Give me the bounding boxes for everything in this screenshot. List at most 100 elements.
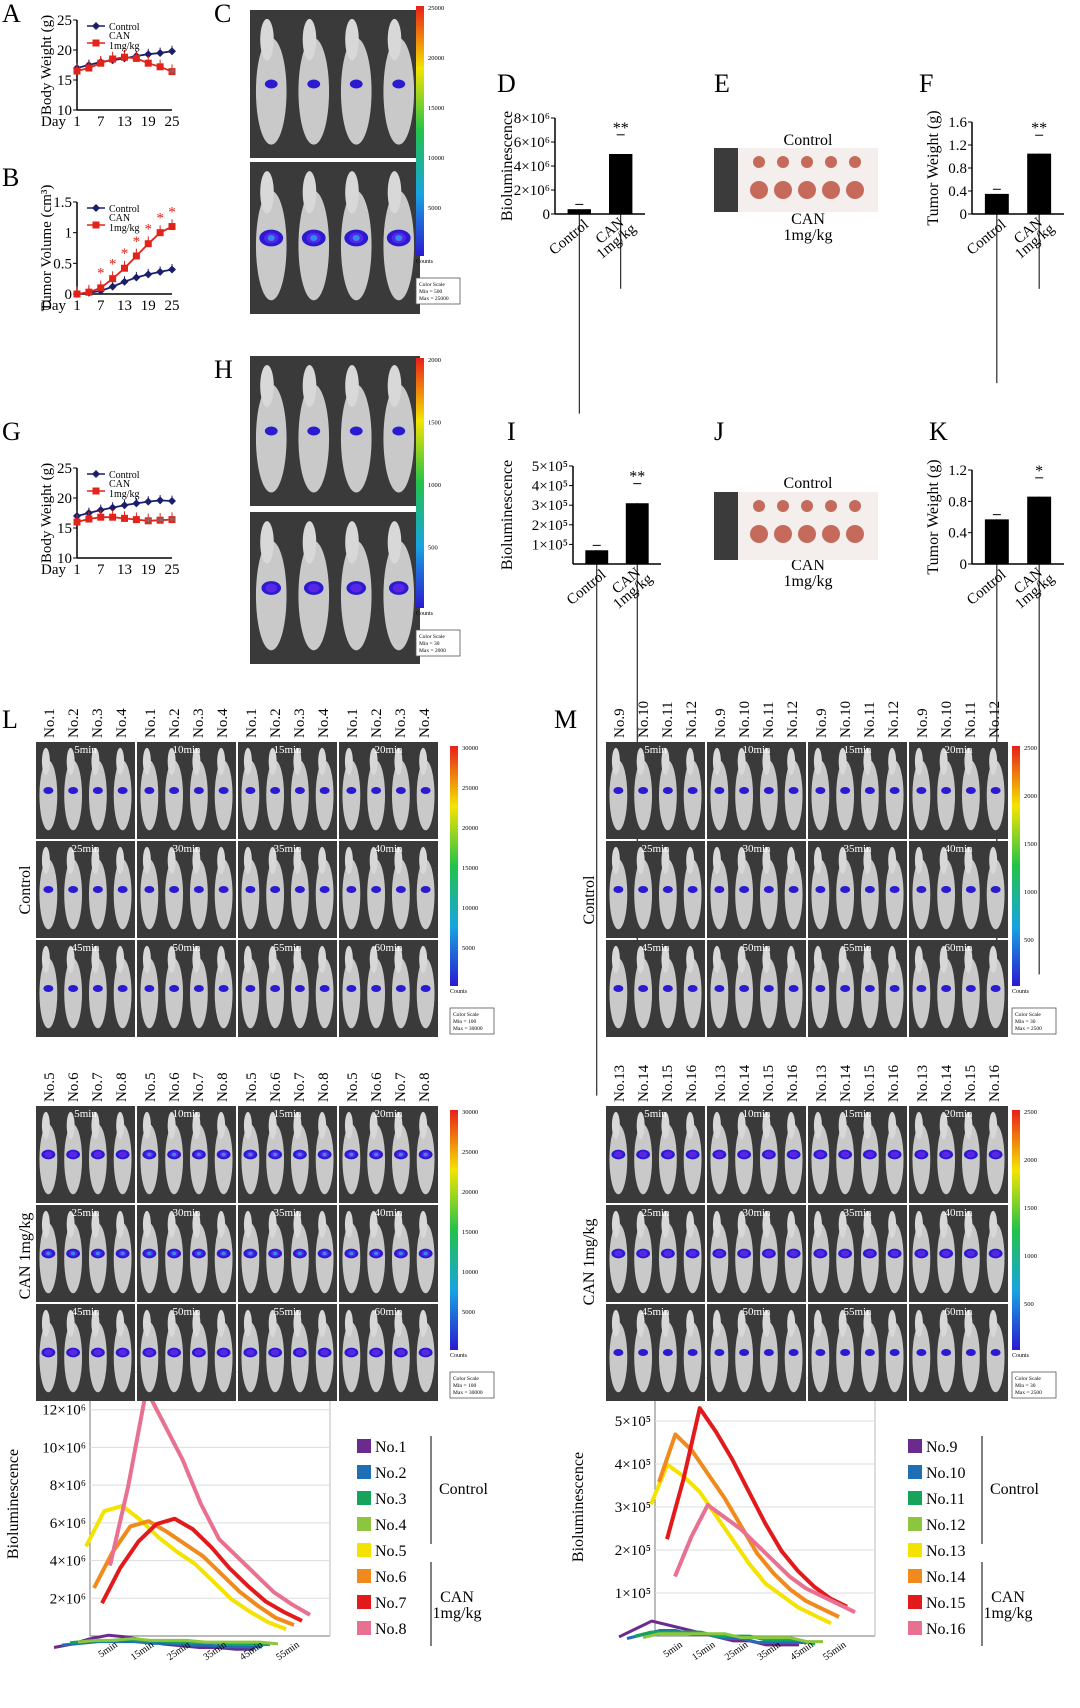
panel-label-m: M	[554, 705, 577, 734]
mouse-silhouette	[710, 859, 729, 930]
data-point	[168, 223, 176, 231]
mouse-head	[66, 1111, 75, 1139]
mouse-head	[344, 1210, 353, 1238]
color-scale-text: Max = 2500	[1015, 1026, 1042, 1032]
data-point	[144, 240, 152, 248]
mouse-silhouette	[986, 1322, 1005, 1393]
data-point	[121, 53, 128, 61]
significance-mark: *	[168, 514, 176, 530]
mouse-head	[964, 945, 973, 973]
signal-blob	[889, 787, 900, 794]
legend-swatch	[908, 1621, 922, 1635]
mouse-head	[964, 747, 973, 775]
mouse-silhouette	[860, 859, 879, 930]
mouse-silhouette	[860, 1322, 879, 1393]
data-point	[168, 516, 176, 524]
signal-core	[688, 1250, 697, 1257]
data-point	[132, 54, 140, 62]
mouse-head	[41, 846, 50, 874]
legend-swatch	[357, 1465, 371, 1479]
panel-label-a: A	[2, 0, 21, 28]
signal-blob	[990, 886, 1001, 893]
time-label: 15min	[273, 744, 302, 756]
mouse-head	[394, 1210, 403, 1238]
y-tick-label: 8×10⁶	[514, 111, 550, 127]
mouse-head	[939, 1309, 948, 1337]
mouse-silhouette	[961, 958, 980, 1029]
mouse-head	[268, 1309, 277, 1337]
data-point	[85, 64, 93, 72]
color-scale-counts: Counts	[1012, 1353, 1030, 1359]
tumor	[750, 525, 768, 543]
signal-blob	[739, 985, 750, 992]
data-point	[120, 501, 129, 510]
signal-blob	[218, 886, 229, 893]
mouse-silhouette	[165, 958, 184, 1029]
imaging-panel: 35min	[238, 1205, 337, 1302]
mouse-head	[914, 1309, 923, 1337]
imaging-panel: 25min	[36, 1205, 135, 1302]
ruler	[714, 492, 738, 560]
mouse-head	[345, 18, 359, 61]
mouse-head	[387, 18, 402, 61]
series-line	[100, 1516, 303, 1623]
color-scale-tick: 5000	[428, 205, 441, 212]
time-label: 15min	[273, 1108, 302, 1120]
tumor	[774, 181, 792, 199]
color-scale-text: Max = 30000	[453, 1390, 483, 1396]
x-tick-label: 13	[117, 562, 132, 578]
mouse-head	[888, 1309, 897, 1337]
signal-blob	[346, 985, 357, 992]
legend-label: Control	[109, 204, 140, 215]
y-tick-label: 4×10⁶	[50, 1554, 86, 1570]
mouse-head	[167, 747, 176, 775]
signal-blob	[990, 985, 1001, 992]
imaging-panel: 45min	[36, 940, 135, 1037]
mouse-silhouette	[298, 38, 330, 145]
mouse-silhouette	[658, 859, 677, 930]
color-scale-tick: 25000	[428, 5, 444, 12]
signal-blob	[763, 787, 774, 794]
color-scale-tick: 1500	[1024, 1205, 1037, 1212]
signal-hot	[172, 1152, 177, 1157]
signal-blob	[714, 985, 725, 992]
imaging-panel: 5min	[36, 1106, 135, 1203]
mouse-number: No.7	[191, 1072, 207, 1102]
mouse-number: No.15	[761, 1065, 777, 1102]
x-tick-label: 5min	[662, 1639, 685, 1660]
y-axis-label: Body Weight (g)	[39, 463, 55, 563]
mouse-silhouette	[784, 1322, 803, 1393]
mouse-silhouette	[315, 958, 334, 1029]
mouse-head	[762, 747, 771, 775]
mouse-number: No.16	[987, 1064, 1003, 1102]
legend-label: No.10	[926, 1465, 966, 1482]
mouse-head	[116, 747, 125, 775]
signal-blob	[395, 985, 406, 992]
time-label: 10min	[172, 1108, 201, 1120]
signal-core	[265, 583, 278, 593]
panel-label-b: B	[2, 163, 19, 192]
mouse-silhouette	[298, 540, 330, 651]
signal-blob	[815, 1349, 826, 1356]
time-label: 20min	[374, 744, 403, 756]
signal-blob	[371, 886, 382, 893]
mouse-head	[787, 1309, 796, 1337]
y-tick-label: 2×10⁵	[615, 1543, 651, 1559]
mouse-head	[243, 945, 252, 973]
mouse-head	[888, 1210, 897, 1238]
time-label: 25min	[641, 1207, 670, 1219]
color-scale-tick: 10000	[428, 155, 444, 162]
mouse-number: No.9	[713, 708, 729, 738]
signal-blob	[68, 787, 79, 794]
mouse-head	[762, 1210, 771, 1238]
signal-blob	[763, 985, 774, 992]
mouse-head	[293, 1309, 302, 1337]
mouse-head	[243, 747, 252, 775]
mouse-head	[91, 945, 100, 973]
mouse-head	[344, 747, 353, 775]
legend-label: No.16	[926, 1621, 966, 1638]
color-scale-text: Min = 30	[1015, 1019, 1036, 1025]
mouse-head	[838, 747, 847, 775]
tumor	[825, 500, 837, 512]
signal-blob	[864, 1349, 875, 1356]
